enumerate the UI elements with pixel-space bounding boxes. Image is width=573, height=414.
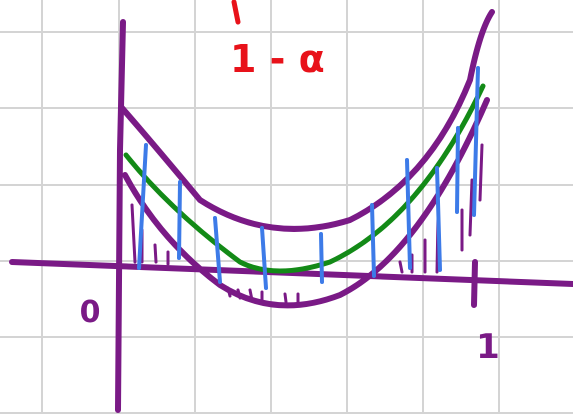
red-stroke (234, 2, 238, 22)
x-end-label: 1 (476, 327, 500, 367)
tick-one (474, 262, 475, 305)
origin-label: 0 (80, 295, 101, 330)
sketch: 1 - α 0 1 (0, 0, 573, 414)
x-axis (12, 262, 573, 284)
confidence-label: 1 - α (230, 37, 325, 81)
y-axis (118, 22, 123, 410)
